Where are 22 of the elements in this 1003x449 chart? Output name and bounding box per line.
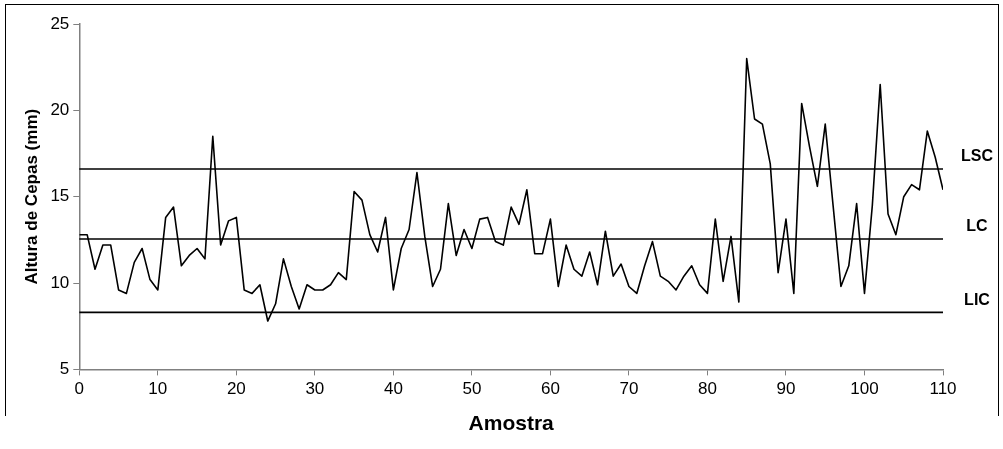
x-tick-label: 100 [850, 379, 879, 399]
x-axis-title: Amostra [468, 411, 555, 435]
ref-line-label: LIC [964, 290, 991, 308]
y-tick-label: 10 [50, 272, 70, 292]
x-tick-label: 40 [383, 379, 403, 399]
y-tick-label: 5 [59, 359, 70, 379]
x-tick-label: 20 [226, 379, 246, 399]
y-tick-label: 15 [50, 186, 70, 206]
y-axis-title: Altura de Cepas (mm) [21, 108, 41, 285]
x-tick-label: 30 [305, 379, 325, 399]
x-tick-label: 60 [540, 379, 560, 399]
ref-line-label: LC [966, 217, 989, 235]
ref-line-label: LSC [961, 147, 994, 165]
y-tick-label: 20 [50, 100, 70, 120]
x-tick-label: 80 [697, 379, 717, 399]
x-tick-label: 70 [619, 379, 639, 399]
x-tick-label: 50 [462, 379, 482, 399]
x-tick-label: 90 [776, 379, 796, 399]
y-tick-label: 25 [50, 13, 70, 33]
x-tick-label: 110 [929, 379, 957, 399]
x-tick-label: 10 [148, 379, 168, 399]
x-tick-label: 0 [74, 379, 85, 399]
